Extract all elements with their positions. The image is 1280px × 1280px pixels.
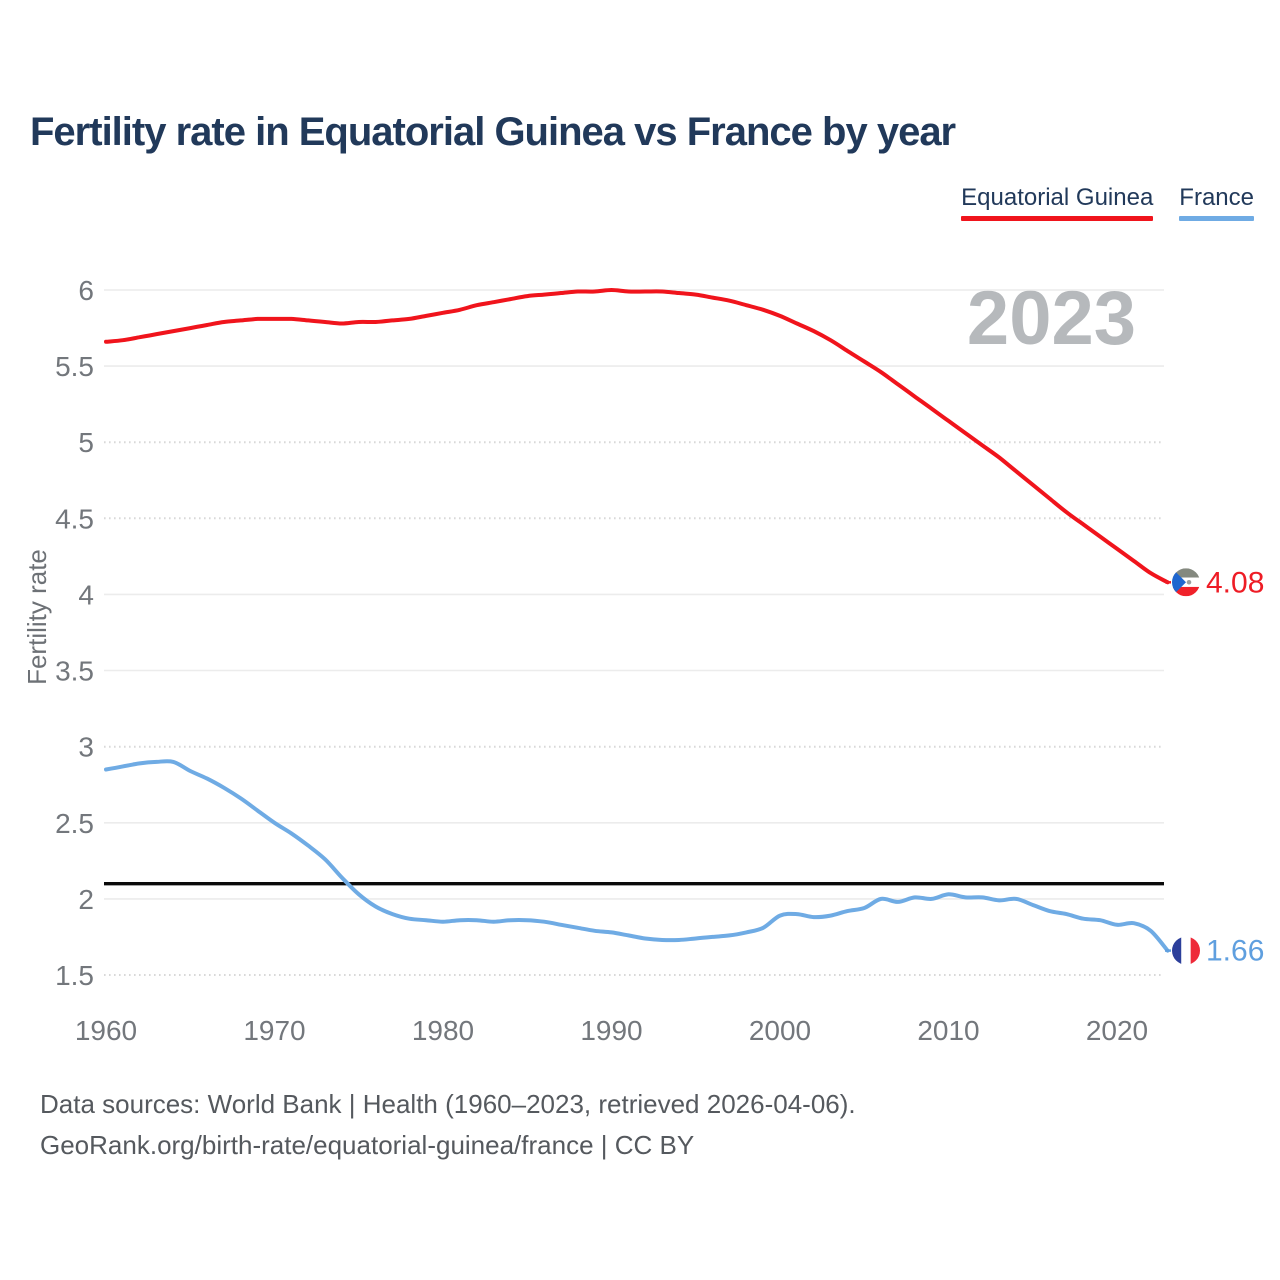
- legend-label-equatorial-guinea: Equatorial Guinea: [961, 184, 1154, 211]
- y-tick-label: 5: [78, 427, 94, 458]
- equatorial-guinea-flag-icon: [1172, 568, 1200, 597]
- x-tick-label: 2010: [917, 1015, 979, 1046]
- y-tick-label: 5.5: [55, 351, 94, 382]
- flag-coat-of-arms: [1186, 579, 1192, 585]
- series-line-france: [104, 759, 1170, 953]
- legend-item-equatorial-guinea[interactable]: Equatorial Guinea: [961, 184, 1154, 221]
- x-tick-label: 1970: [243, 1015, 305, 1046]
- end-value-label-france: 1.66: [1206, 935, 1264, 968]
- y-tick-label: 4: [78, 579, 94, 610]
- legend: Equatorial Guinea France: [961, 184, 1254, 221]
- x-tick-label: 1960: [75, 1015, 137, 1046]
- x-tick-label: 1980: [412, 1015, 474, 1046]
- flag-stripe-white: [1181, 936, 1191, 965]
- attribution-text: GeoRank.org/birth-rate/equatorial-guinea…: [40, 1130, 695, 1160]
- y-tick-label: 4.5: [55, 503, 94, 534]
- flag-stripe-blue: [1172, 936, 1182, 965]
- legend-color-bar-equatorial-guinea: [961, 216, 1154, 221]
- page-title: Fertility rate in Equatorial Guinea vs F…: [30, 110, 956, 154]
- x-tick-label: 2000: [749, 1015, 811, 1046]
- y-tick-label: 3.5: [55, 656, 94, 687]
- y-axis-title: Fertility rate: [22, 549, 52, 685]
- x-tick-label: 2020: [1086, 1015, 1148, 1046]
- watermark-year: 2023: [967, 276, 1136, 361]
- legend-color-bar-france: [1179, 216, 1254, 221]
- flag-stripe-green: [1172, 568, 1200, 578]
- france-flag-icon: [1172, 936, 1200, 965]
- legend-item-france[interactable]: France: [1179, 184, 1254, 221]
- x-tick-label: 1990: [580, 1015, 642, 1046]
- flag-stripe-white: [1172, 577, 1200, 587]
- y-tick-label: 6: [78, 275, 94, 306]
- y-tick-label: 1.5: [55, 960, 94, 991]
- y-tick-label: 3: [78, 732, 94, 763]
- legend-label-france: France: [1179, 184, 1254, 211]
- end-value-label-equatorial-guinea: 4.08: [1206, 566, 1264, 599]
- flag-stripe-red: [1172, 586, 1200, 597]
- footer: Data sources: World Bank | Health (1960–…: [40, 1084, 856, 1166]
- y-tick-label: 2.5: [55, 808, 94, 839]
- data-sources-text: Data sources: World Bank | Health (1960–…: [40, 1089, 856, 1119]
- series-line-equatorial-guinea: [104, 288, 1170, 585]
- flag-stripe-red: [1190, 936, 1200, 965]
- y-tick-label: 2: [78, 884, 94, 915]
- flag-triangle-blue: [1172, 568, 1186, 597]
